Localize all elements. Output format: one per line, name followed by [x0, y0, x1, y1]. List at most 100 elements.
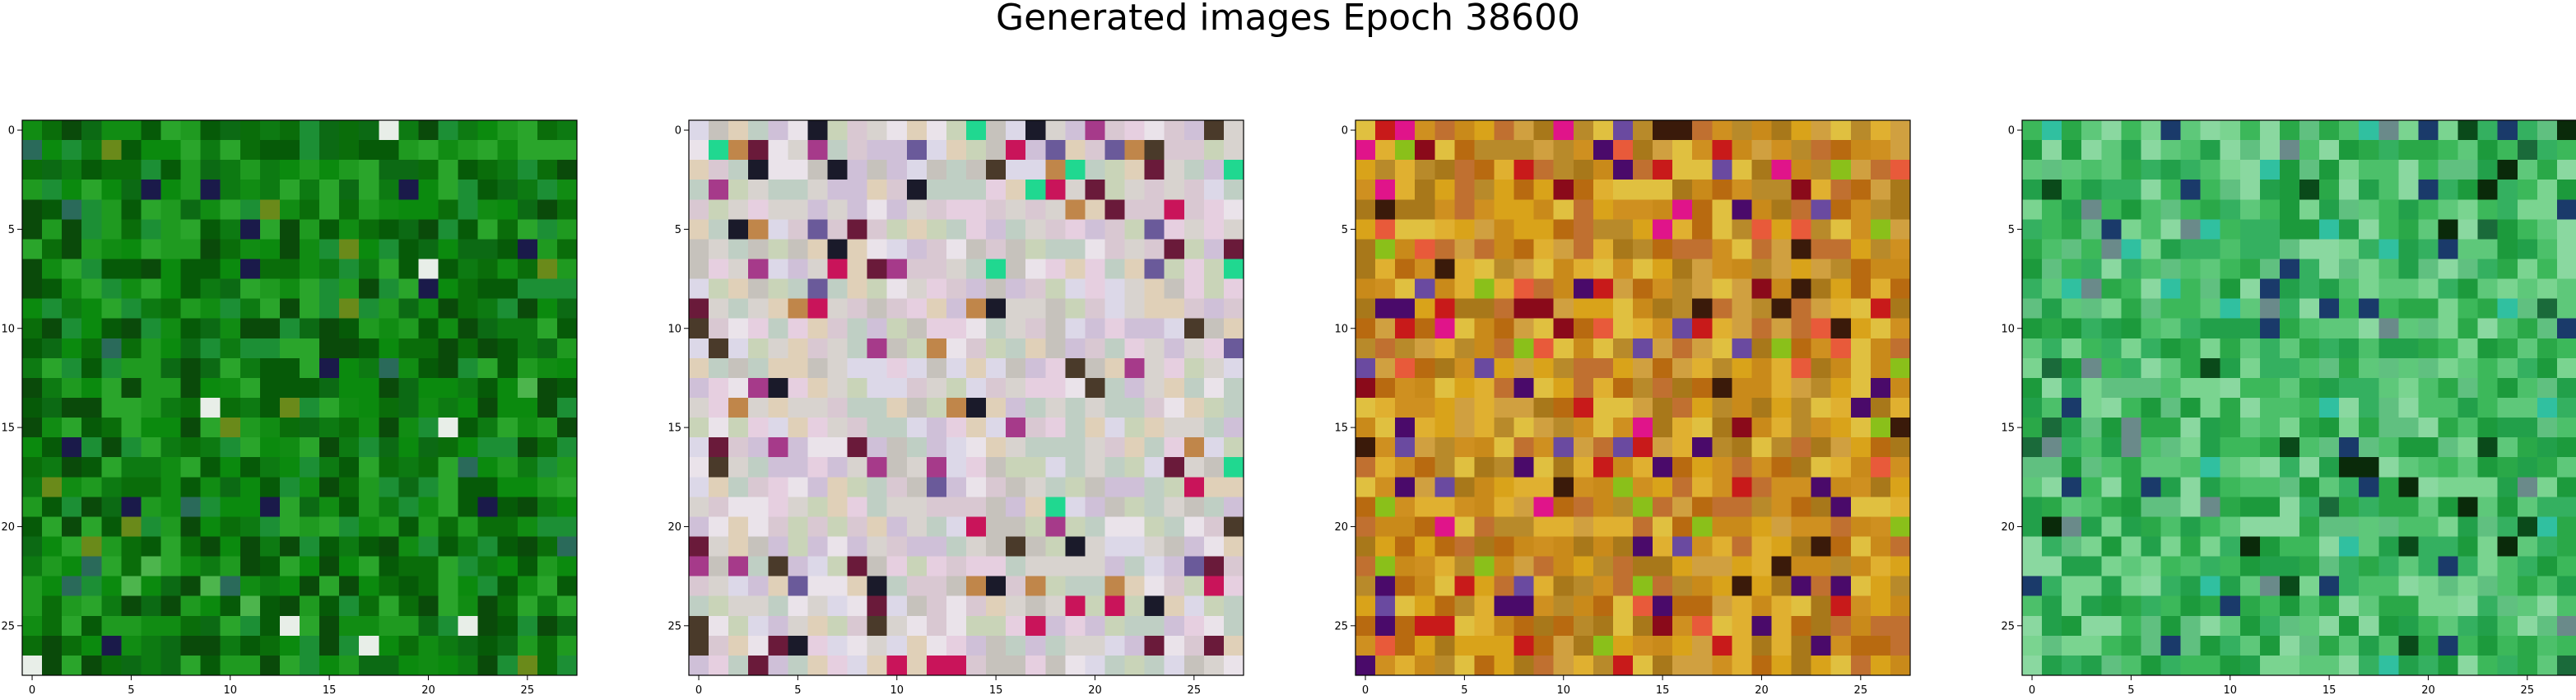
pixel: [986, 160, 1007, 180]
pixel: [2160, 160, 2182, 180]
pixel: [1771, 219, 1793, 240]
pixel: [62, 635, 82, 656]
pixel: [556, 615, 578, 637]
y-tick-label: 0: [8, 125, 15, 138]
pixel: [2438, 180, 2459, 200]
pixel: [160, 418, 182, 438]
pixel: [2299, 635, 2320, 656]
pixel: [1712, 318, 1732, 339]
pixel: [2062, 219, 2082, 240]
pixel: [1415, 160, 1435, 180]
pixel: [1653, 120, 1673, 141]
pixel: [728, 595, 749, 617]
pixel: [1573, 437, 1594, 458]
pixel: [1612, 457, 1634, 478]
pixel: [827, 635, 849, 656]
pixel: [2457, 497, 2479, 518]
pixel: [359, 536, 379, 558]
pixel: [359, 357, 379, 379]
pixel: [259, 497, 281, 518]
pixel: [2062, 160, 2082, 180]
pixel: [1811, 635, 1832, 656]
pixel: [1355, 497, 1376, 518]
pixel: [1593, 516, 1614, 538]
pixel: [418, 239, 439, 260]
pixel: [2259, 615, 2281, 637]
pixel: [1415, 298, 1435, 320]
pixel: [1612, 615, 1634, 637]
pixel: [497, 338, 518, 359]
pixel: [319, 497, 340, 518]
pixel: [966, 536, 987, 558]
pixel: [1375, 536, 1396, 558]
pixel: [517, 120, 538, 141]
pixel: [1025, 398, 1046, 418]
pixel: [279, 615, 300, 637]
pixel: [1830, 615, 1852, 637]
pixel: [2121, 140, 2142, 161]
pixel: [121, 457, 142, 478]
pixel: [1454, 398, 1476, 418]
pixel: [1712, 477, 1732, 497]
pixel: [418, 576, 439, 597]
pixel: [2062, 180, 2082, 200]
pixel: [121, 398, 142, 418]
pixel: [160, 655, 182, 676]
pixel: [1124, 477, 1146, 497]
pixel: [2279, 298, 2300, 320]
pixel: [1653, 199, 1673, 220]
pixel: [2220, 219, 2241, 240]
pixel: [1573, 516, 1594, 538]
pixel: [1065, 595, 1086, 617]
pixel: [2200, 477, 2221, 497]
pixel: [1712, 437, 1732, 458]
pixel: [709, 595, 729, 617]
pixel: [458, 398, 479, 418]
pixel: [966, 418, 987, 438]
pixel: [359, 219, 379, 240]
pixel: [1811, 497, 1832, 518]
pixel: [1514, 180, 1535, 200]
pixel: [1593, 497, 1614, 518]
pixel: [1164, 160, 1185, 180]
pixel: [2477, 497, 2499, 518]
pixel: [497, 140, 518, 161]
pixel: [1164, 497, 1185, 518]
pixel: [2279, 497, 2300, 518]
pixel: [1415, 437, 1435, 458]
pixel: [2101, 318, 2122, 339]
pixel: [458, 576, 479, 597]
pixel: [926, 635, 947, 656]
pixel: [1692, 516, 1713, 538]
pixel: [220, 418, 241, 438]
pixel: [867, 140, 888, 161]
pixel: [141, 437, 162, 458]
pixel: [2299, 199, 2320, 220]
pixel: [2022, 120, 2043, 141]
pixel: [2141, 595, 2162, 617]
pixel: [1355, 357, 1376, 379]
pixel: [1553, 595, 1574, 617]
pixel: [2556, 357, 2576, 379]
pixel: [2220, 536, 2241, 558]
pixel: [160, 497, 182, 518]
pixel: [398, 259, 420, 280]
pixel: [807, 398, 829, 418]
pixel: [537, 239, 558, 260]
pixel: [768, 398, 788, 418]
pixel: [1415, 338, 1435, 359]
pixel: [768, 278, 788, 300]
pixel: [1732, 140, 1753, 161]
pixel: [2022, 160, 2043, 180]
pixel: [438, 160, 459, 180]
pixel: [966, 160, 987, 180]
pixel: [847, 457, 868, 478]
pixel: [1890, 576, 1911, 597]
pixel: [847, 160, 868, 180]
pixel: [1045, 160, 1066, 180]
pixel: [2141, 318, 2162, 339]
pixel: [2259, 160, 2281, 180]
pixel: [300, 437, 320, 458]
pixel: [458, 357, 479, 379]
pixel: [1494, 278, 1515, 300]
